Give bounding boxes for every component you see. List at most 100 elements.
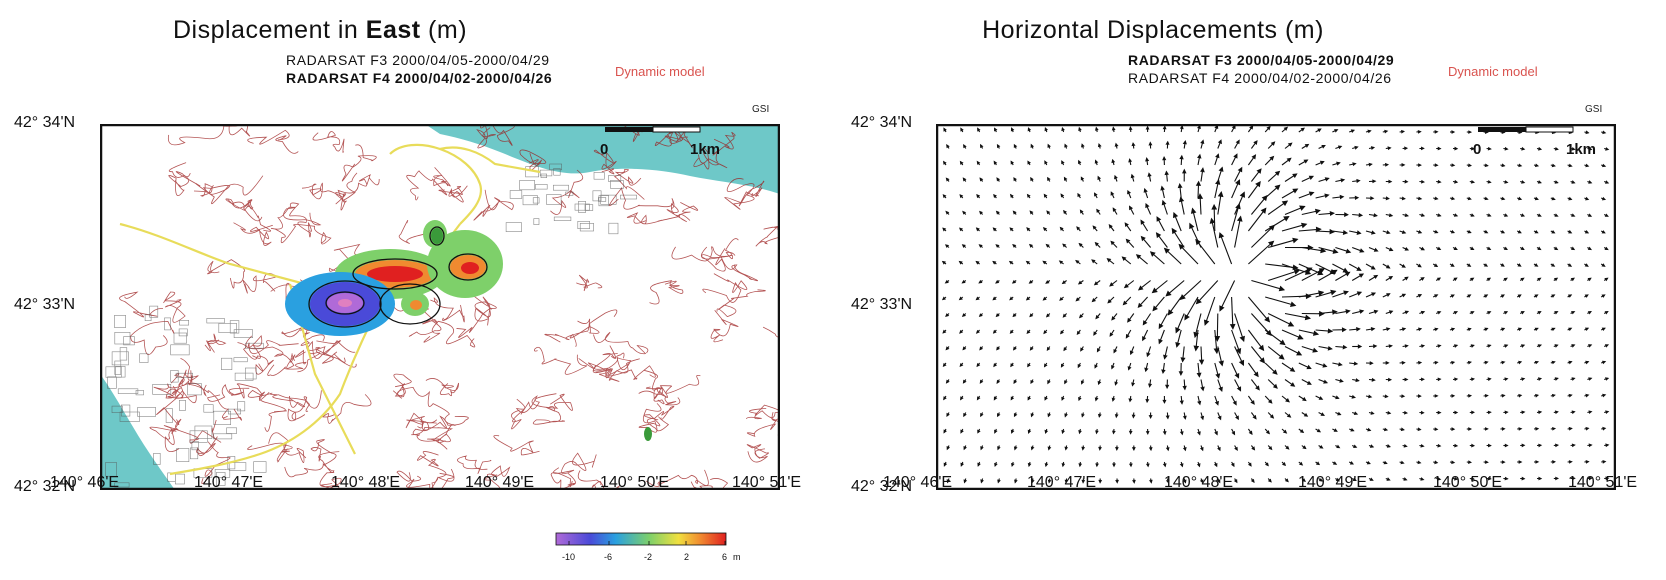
scale-1km-right: 1km (1566, 141, 1596, 158)
vector-head (1572, 476, 1576, 481)
vector-head (1336, 161, 1341, 166)
vector-head (1503, 311, 1509, 315)
subtitle-f3-right: RADARSAT F3 2000/04/05-2000/04/29 (1128, 52, 1395, 68)
vector-head (1081, 479, 1086, 484)
vector-head (1388, 310, 1394, 315)
vector-head (1111, 158, 1116, 164)
vector-head (1125, 238, 1131, 244)
vector-head (1568, 196, 1573, 201)
vector-head (1434, 163, 1439, 168)
vector-head (1601, 230, 1606, 234)
vector-head (1534, 263, 1539, 267)
lon-label-51: 140° 51'E (732, 474, 802, 491)
vector-head (1060, 193, 1065, 198)
vector-head (1454, 344, 1459, 348)
vector-head (1014, 479, 1018, 484)
vector-head (1027, 396, 1032, 401)
vector-head (1369, 361, 1374, 366)
vector-head (1345, 309, 1351, 314)
vector-head (1047, 446, 1052, 451)
vector-head (1097, 143, 1102, 148)
scale-zero: 0 (600, 141, 608, 158)
vector-head (1061, 463, 1066, 468)
vector-head (1521, 180, 1526, 184)
vector-head (1008, 260, 1014, 265)
vector-head (1093, 281, 1099, 286)
vector-head (1329, 210, 1336, 217)
vector-head (1125, 333, 1130, 339)
vector-head (1175, 342, 1181, 348)
vector-head (1047, 413, 1052, 418)
vector-head (1383, 460, 1388, 465)
vector-head (1538, 443, 1543, 448)
vector-shaft (1234, 313, 1245, 342)
vector-head (1292, 237, 1299, 244)
vector-head (1434, 327, 1439, 332)
vector-head (1165, 384, 1170, 390)
vector-head (1042, 226, 1048, 231)
vector-head (1367, 427, 1372, 432)
vector-head (1306, 364, 1312, 370)
vector-head (993, 160, 998, 165)
vector-head (1501, 327, 1506, 332)
vector-head (993, 193, 997, 198)
vector-head (1122, 300, 1128, 306)
vector-head (1568, 393, 1573, 398)
vector-head (1218, 360, 1224, 367)
vector-head (1588, 476, 1593, 481)
vector-head (1179, 400, 1184, 405)
vector-head (1012, 243, 1017, 248)
vector-head (1217, 415, 1222, 421)
vector-head (1128, 158, 1133, 163)
vector-head (995, 279, 1000, 284)
vector-head (1029, 346, 1034, 351)
vector-head (1165, 140, 1170, 145)
vector-head (1587, 246, 1593, 251)
lat-label-32-right: 42° 32'N (851, 478, 913, 495)
vector-head (1286, 413, 1292, 418)
vector-head (1501, 427, 1506, 431)
vector-head (1450, 263, 1455, 267)
colorbar-tick-4: 2 (684, 552, 690, 562)
vector-head (1521, 410, 1526, 415)
vector-head (1128, 430, 1133, 435)
vector-head (1345, 248, 1352, 254)
vector-head (1504, 213, 1509, 217)
vector-head (1315, 226, 1322, 233)
vector-head (1091, 259, 1096, 264)
vector-head (946, 446, 951, 451)
vector-head (1534, 294, 1539, 298)
vector-head (1308, 175, 1315, 181)
vector-head (1047, 176, 1051, 182)
vector-head (1043, 193, 1048, 198)
vector-head (1098, 479, 1103, 484)
vector-head (1045, 280, 1050, 284)
vector-head (1468, 460, 1473, 465)
vector-head (1504, 146, 1509, 151)
vector-head (1268, 224, 1275, 231)
vector-head (1093, 331, 1098, 336)
vector-head (1236, 215, 1243, 222)
vector-head (1470, 311, 1475, 315)
colorbar-tick-3: -2 (644, 552, 653, 562)
vector-head (1304, 143, 1310, 148)
vector-head (1483, 263, 1489, 267)
vector-head (1272, 383, 1278, 389)
vector-head (1304, 314, 1312, 321)
vector-head (1155, 232, 1162, 239)
vector-head (1319, 160, 1325, 165)
vector-head (1299, 205, 1306, 211)
vector-head (963, 144, 967, 149)
vector-head (1177, 182, 1183, 189)
model-label-right: Dynamic model (1448, 64, 1538, 79)
vector-head (1106, 258, 1112, 263)
vector-head (1385, 360, 1390, 365)
vector-head (1270, 141, 1276, 146)
vector-head (1091, 297, 1097, 303)
vector-head (961, 313, 967, 318)
vector-head (1486, 246, 1492, 250)
vector-head (1344, 271, 1351, 277)
vector-head (1451, 196, 1456, 201)
vector-head (1501, 360, 1506, 365)
vector-head (1110, 240, 1115, 246)
